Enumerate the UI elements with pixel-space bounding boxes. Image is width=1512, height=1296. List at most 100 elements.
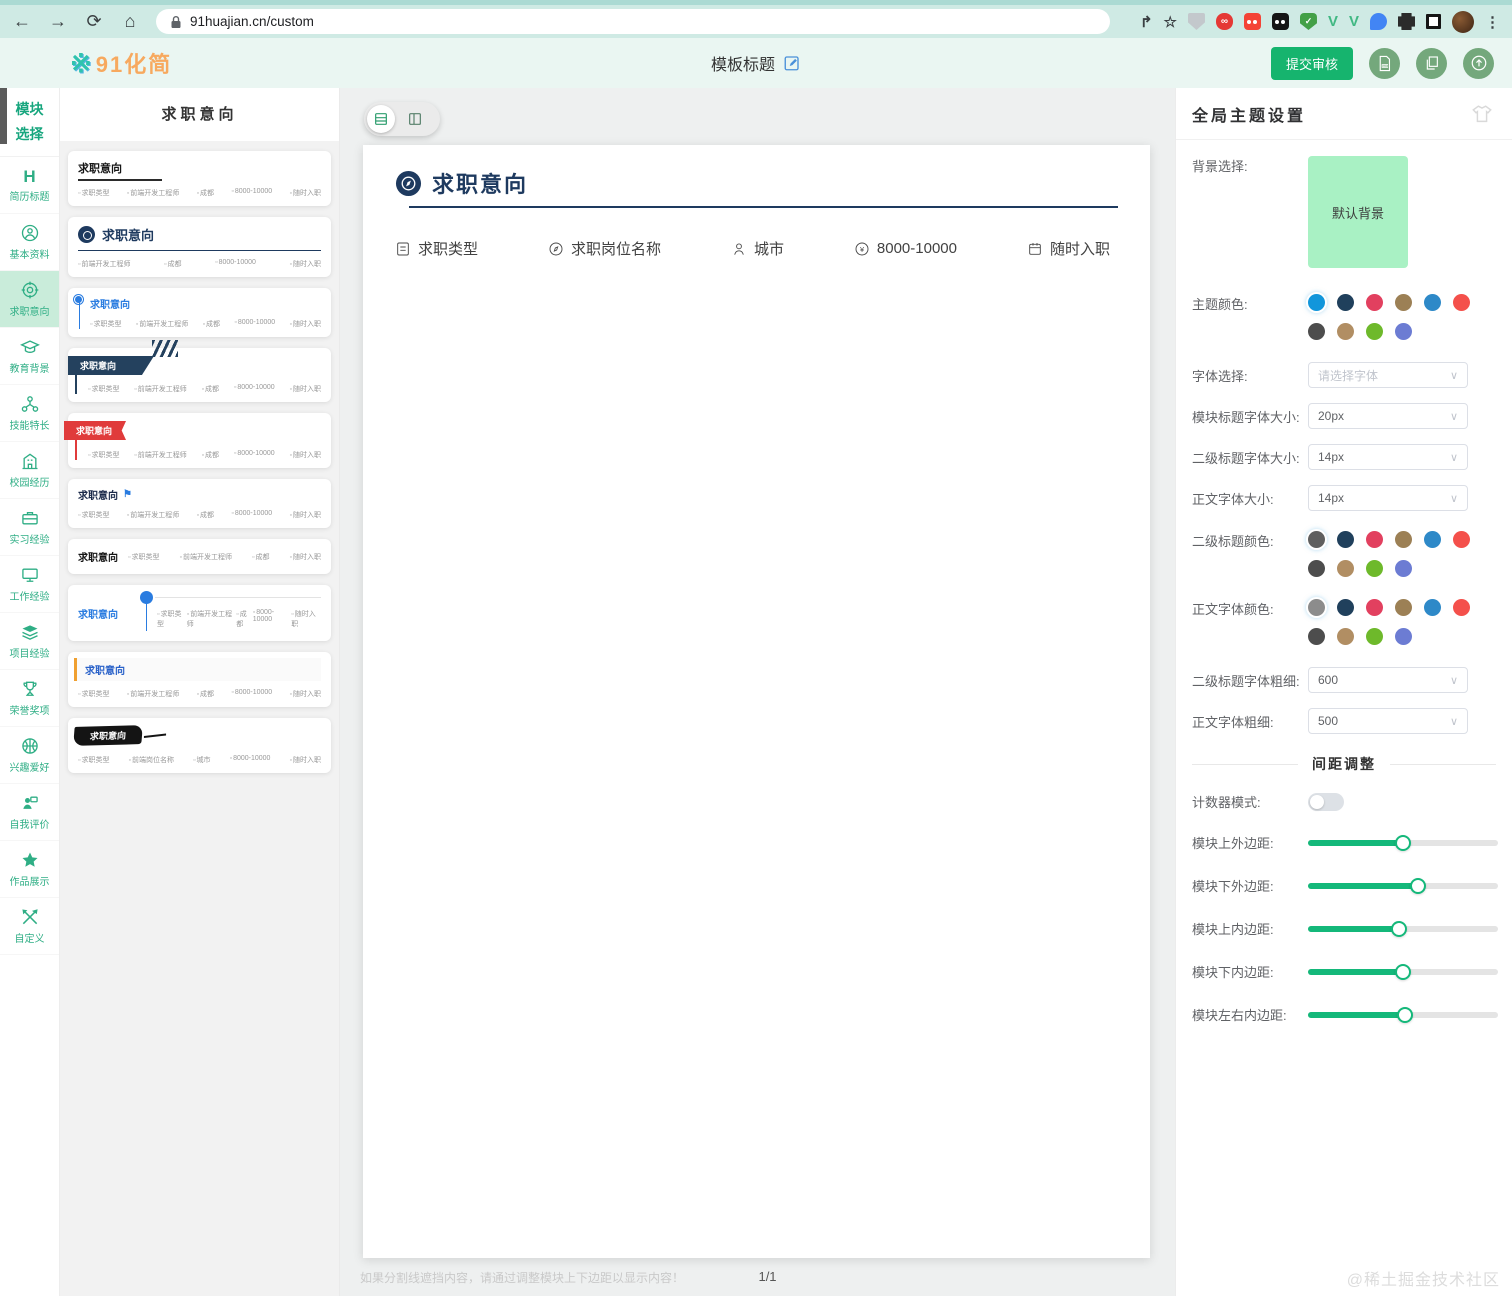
- color-dot[interactable]: [1308, 599, 1325, 616]
- counter-mode-toggle[interactable]: [1308, 792, 1344, 811]
- body-size-select[interactable]: 14px ∨: [1308, 485, 1468, 511]
- sidebar-item-resume-title[interactable]: H 简历标题: [0, 157, 59, 214]
- extension-infinity-icon[interactable]: ∞: [1215, 13, 1233, 30]
- sidebar-item-honors[interactable]: 荣誉奖项: [0, 670, 59, 727]
- subtitle-size-select[interactable]: 14px ∨: [1308, 444, 1468, 470]
- sidebar-item-custom[interactable]: 自定义: [0, 898, 59, 955]
- module-bottom-padding-slider[interactable]: [1308, 963, 1498, 980]
- slider-thumb[interactable]: [1410, 877, 1427, 894]
- color-dot[interactable]: [1395, 560, 1412, 577]
- list-view-button[interactable]: [367, 105, 395, 133]
- color-dot[interactable]: [1366, 628, 1383, 645]
- color-dot[interactable]: [1366, 294, 1383, 311]
- field-job-type[interactable]: 求职类型: [395, 238, 478, 259]
- color-dot[interactable]: [1366, 531, 1383, 548]
- font-select[interactable]: 请选择字体 ∨: [1308, 362, 1468, 388]
- module-bottom-margin-slider[interactable]: [1308, 877, 1498, 894]
- column-view-button[interactable]: [401, 105, 429, 133]
- color-dot[interactable]: [1395, 323, 1412, 340]
- extension-vue2-icon[interactable]: V: [1348, 13, 1359, 30]
- extension-black-icon[interactable]: [1271, 13, 1289, 30]
- upload-button[interactable]: [1463, 47, 1494, 79]
- sidebar-item-campus[interactable]: 校园经历: [0, 442, 59, 499]
- field-city[interactable]: 城市: [731, 238, 784, 259]
- color-dot[interactable]: [1308, 323, 1325, 340]
- subtitle-weight-select[interactable]: 600 ∨: [1308, 667, 1468, 693]
- color-dot[interactable]: [1337, 531, 1354, 548]
- slider-thumb[interactable]: [1396, 1006, 1413, 1023]
- color-dot[interactable]: [1395, 599, 1412, 616]
- sidebar-item-skills[interactable]: 技能特长: [0, 385, 59, 442]
- sidebar-item-work[interactable]: 工作经验: [0, 556, 59, 613]
- color-dot[interactable]: [1424, 531, 1441, 548]
- browser-menu-icon[interactable]: ⋮: [1485, 13, 1500, 31]
- color-dot[interactable]: [1395, 531, 1412, 548]
- color-dot[interactable]: [1337, 323, 1354, 340]
- color-dot[interactable]: [1453, 531, 1470, 548]
- bookmark-star-icon[interactable]: ☆: [1163, 13, 1177, 31]
- slider-thumb[interactable]: [1395, 963, 1411, 980]
- extensions-puzzle-icon[interactable]: [1398, 13, 1415, 30]
- edit-title-icon[interactable]: [783, 54, 801, 72]
- template-card-inline[interactable]: 求职意向 求职类型前端开发工程师成都随时入职: [68, 539, 331, 574]
- view-toggle[interactable]: [364, 102, 440, 136]
- slider-thumb[interactable]: [1395, 834, 1411, 851]
- sidebar-item-job-intention[interactable]: 求职意向: [0, 271, 59, 328]
- extension-vue-icon[interactable]: V: [1327, 13, 1338, 30]
- sidebar-item-internship[interactable]: 实习经验: [0, 499, 59, 556]
- default-background-swatch[interactable]: 默认背景: [1308, 156, 1408, 268]
- color-dot[interactable]: [1366, 560, 1383, 577]
- extension-fox-icon[interactable]: [1187, 13, 1205, 30]
- color-dot[interactable]: [1337, 599, 1354, 616]
- forward-icon[interactable]: →: [49, 11, 67, 31]
- module-top-margin-slider[interactable]: [1308, 834, 1498, 851]
- color-dot[interactable]: [1308, 294, 1325, 311]
- color-dot[interactable]: [1424, 294, 1441, 311]
- sidebar-item-hobbies[interactable]: 兴趣爱好: [0, 727, 59, 784]
- extension-shield-icon[interactable]: ✓: [1299, 13, 1317, 30]
- address-bar[interactable]: 91huajian.cn/custom: [156, 9, 1110, 34]
- color-dot[interactable]: [1337, 294, 1354, 311]
- reload-icon[interactable]: ⟳: [86, 11, 102, 31]
- sidebar-item-basic-info[interactable]: 基本资料: [0, 214, 59, 271]
- body-weight-select[interactable]: 500 ∨: [1308, 708, 1468, 734]
- color-dot[interactable]: [1453, 599, 1470, 616]
- color-dot[interactable]: [1337, 560, 1354, 577]
- extension-red-icon[interactable]: [1243, 13, 1261, 30]
- browser-avatar[interactable]: [1452, 10, 1474, 33]
- copy-template-button[interactable]: [1416, 47, 1447, 79]
- extension-square-icon[interactable]: [1426, 14, 1441, 29]
- module-top-padding-slider[interactable]: [1308, 920, 1498, 937]
- color-dot[interactable]: [1453, 294, 1470, 311]
- color-dot[interactable]: [1366, 599, 1383, 616]
- module-title-size-select[interactable]: 20px ∨: [1308, 403, 1468, 429]
- color-dot[interactable]: [1424, 599, 1441, 616]
- color-dot[interactable]: [1308, 628, 1325, 645]
- sidebar-item-education[interactable]: 教育背景: [0, 328, 59, 385]
- sidebar-item-portfolio[interactable]: 作品展示: [0, 841, 59, 898]
- back-icon[interactable]: ←: [13, 11, 31, 31]
- sidebar-item-self-evaluation[interactable]: 自我评价: [0, 784, 59, 841]
- field-salary[interactable]: ¥ 8000-10000: [854, 238, 957, 259]
- app-logo[interactable]: ※ 91化简: [70, 47, 172, 79]
- color-dot[interactable]: [1308, 560, 1325, 577]
- field-job-name[interactable]: 求职岗位名称: [548, 238, 661, 259]
- page-scrollbar[interactable]: [0, 88, 7, 144]
- export-pdf-button[interactable]: PDF: [1369, 47, 1400, 79]
- shirt-icon[interactable]: [1470, 103, 1494, 125]
- sidebar-item-project[interactable]: 项目经验: [0, 613, 59, 670]
- share-icon[interactable]: ↱: [1139, 13, 1153, 31]
- color-dot[interactable]: [1308, 531, 1325, 548]
- module-side-padding-slider[interactable]: [1308, 1006, 1498, 1023]
- color-dot[interactable]: [1337, 628, 1354, 645]
- color-dot[interactable]: [1395, 294, 1412, 311]
